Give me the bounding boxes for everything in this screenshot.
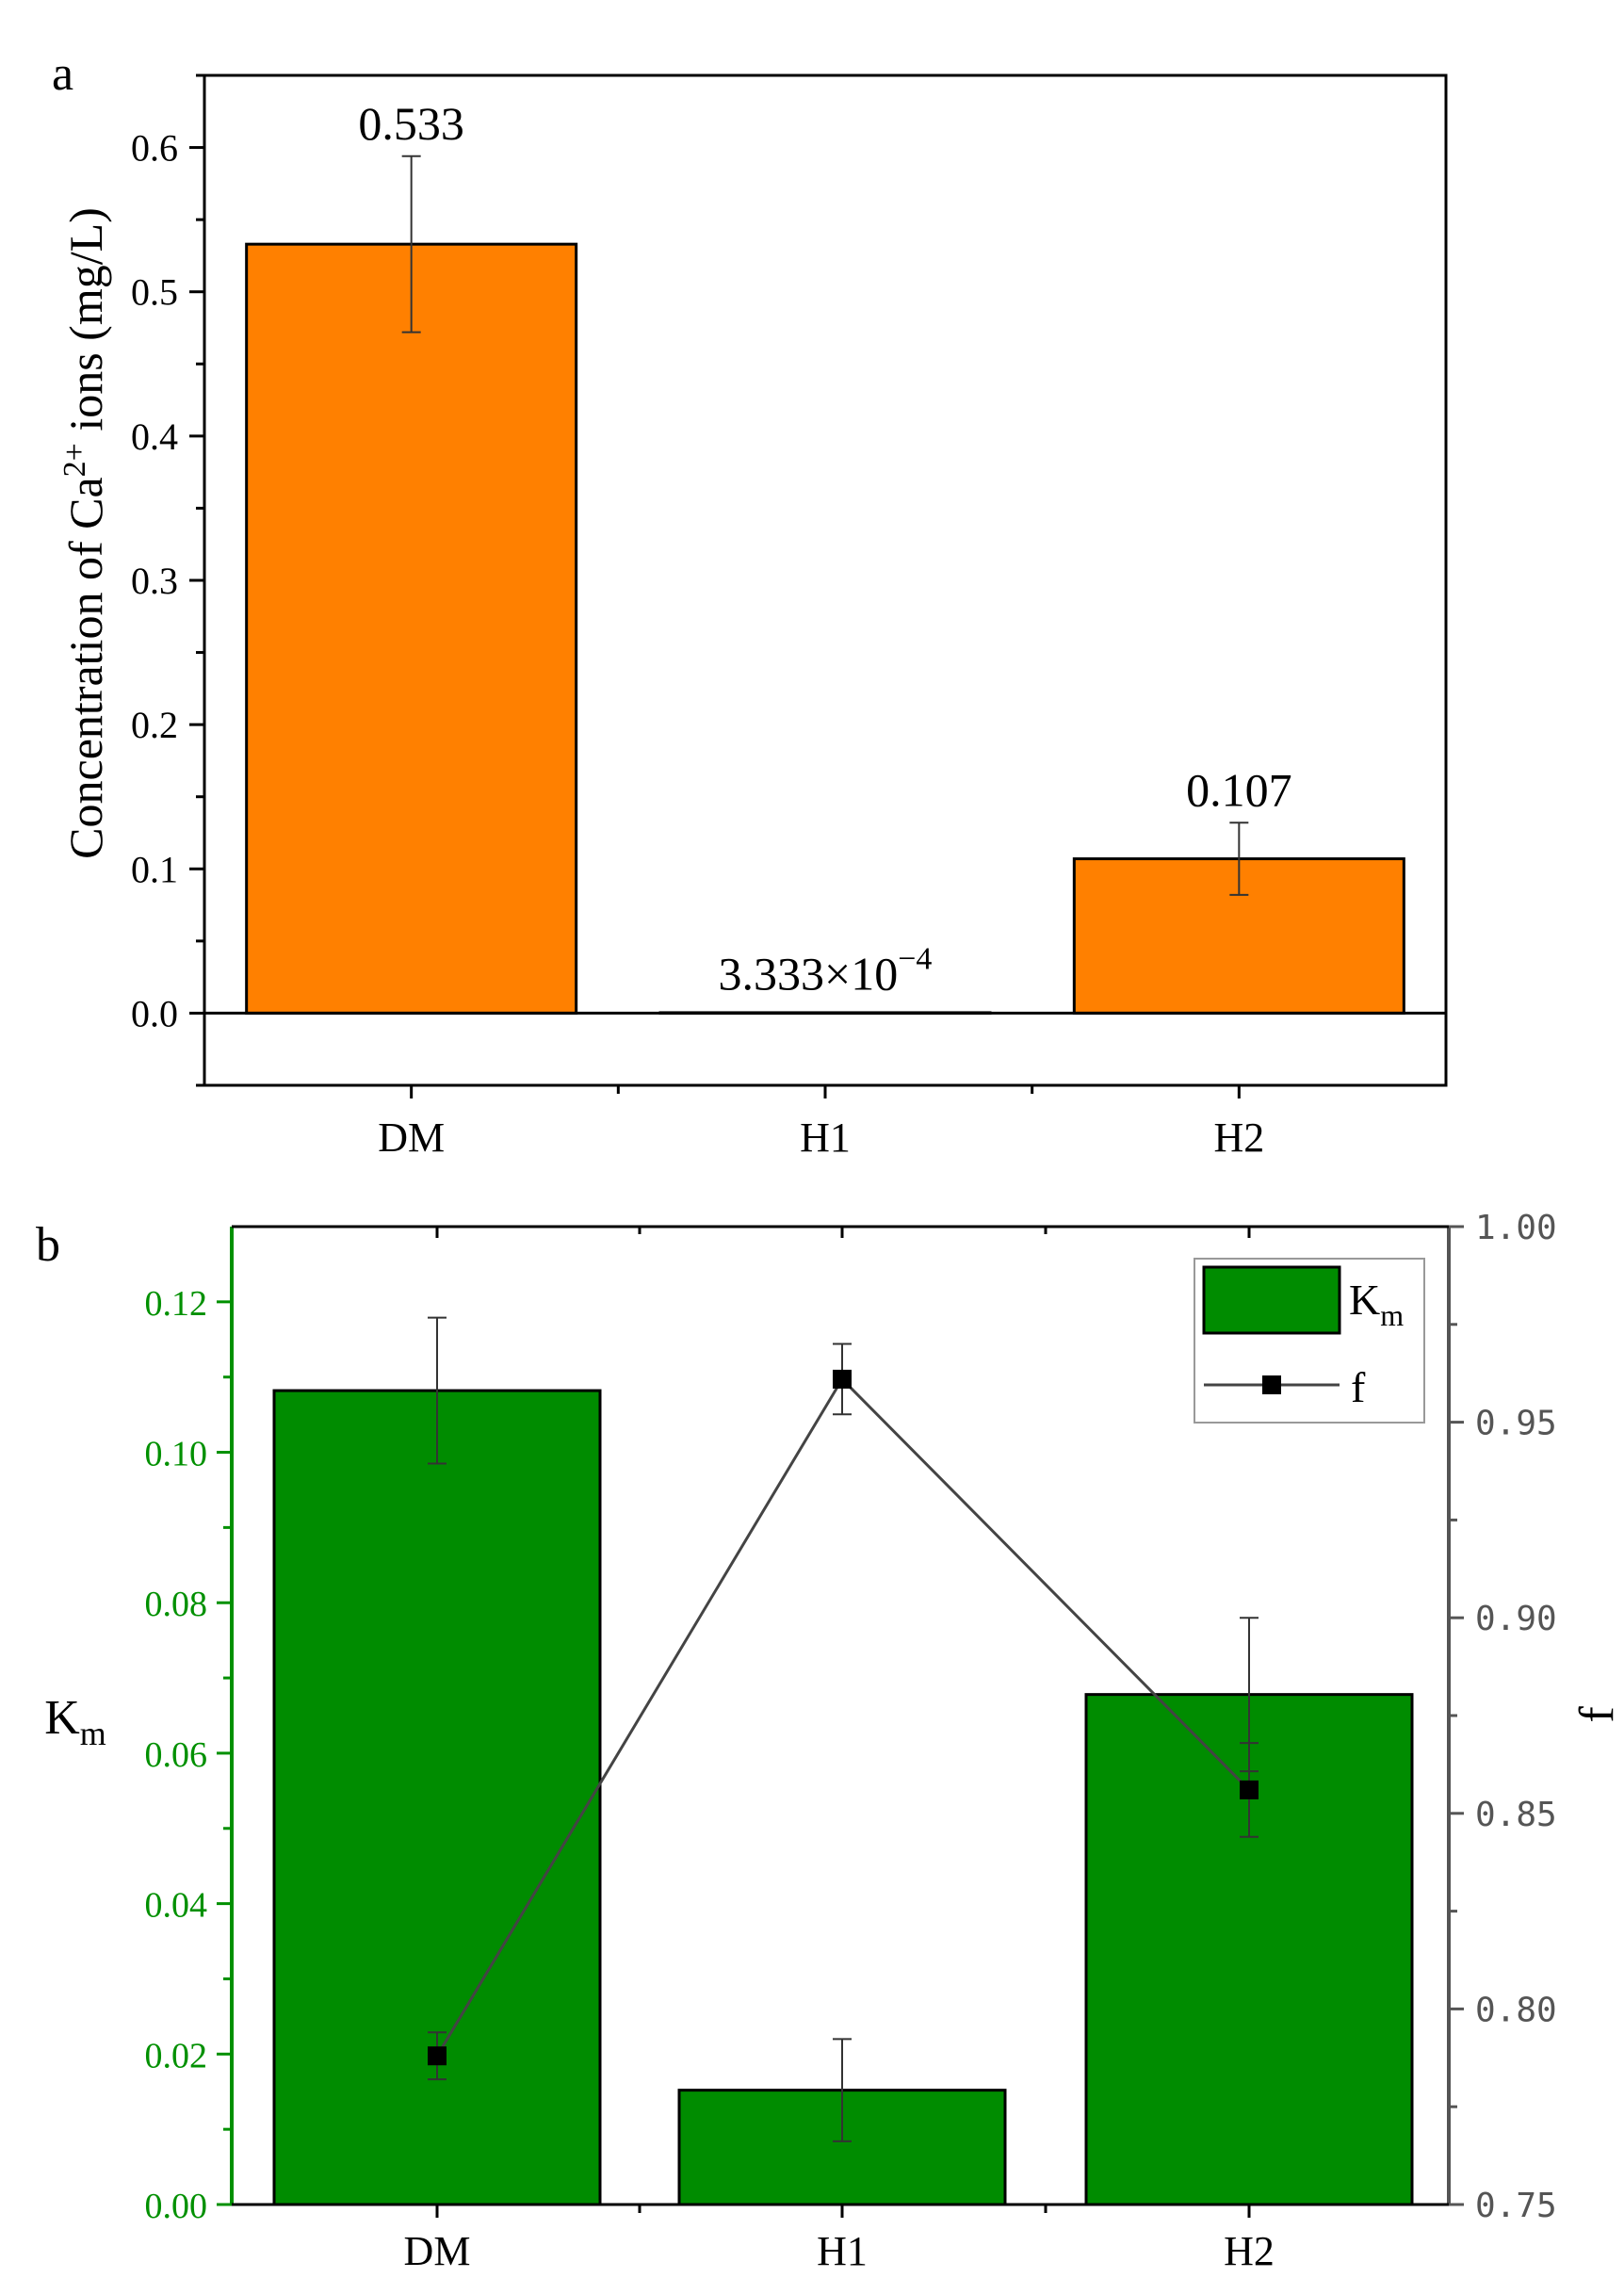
panel-b: b 0.000.020.040.060.080.100.12 0.750.800… — [36, 1209, 1624, 2274]
x-tick-label-H2: H2 — [1213, 1115, 1264, 1161]
legend-km-label: Km — [1349, 1276, 1404, 1332]
panel-b-right-axis-label: f — [1570, 1706, 1624, 1723]
x-tick-label-DM: DM — [378, 1115, 445, 1161]
y-tick-label: 0.2 — [131, 704, 178, 746]
left-tick-label: 0.06 — [145, 1735, 208, 1775]
y-tick-label: 0.5 — [131, 271, 178, 314]
legend-f-marker — [1262, 1375, 1281, 1394]
panel-a-y-ticks: 0.0 0.1 0.2 0.3 0.4 0.5 0.6 — [131, 73, 204, 1087]
right-tick-label: 0.95 — [1475, 1405, 1557, 1443]
panel-b-right-ticks: 0.75 0.80 0.85 0.90 0.95 1.00 — [1449, 1209, 1557, 2225]
legend-km-swatch — [1202, 1265, 1341, 1335]
panel-b-left-axis-label: Km — [44, 1691, 106, 1752]
legend-f-label: f — [1351, 1363, 1366, 1411]
f-marker-H2 — [1240, 1780, 1259, 1799]
left-tick-label: 0.02 — [145, 2036, 208, 2075]
km-bar-DM — [272, 1389, 602, 2206]
data-label-H2: 0.107 — [1186, 763, 1292, 816]
bar-H2 — [1072, 857, 1405, 1015]
y-tick-label: 0.1 — [131, 848, 178, 890]
panel-a: a 0.0 0.1 0.2 0.3 0.4 0.5 0.6 DM H1 H2 0.533 3.33… — [52, 47, 1448, 1161]
left-tick-label: 0.08 — [145, 1585, 208, 1624]
x-tick-label-H2: H2 — [1224, 2228, 1275, 2274]
panel-b-left-ticks: 0.00 0.02 0.04 0.06 0.08 0.10 0.12 — [145, 1284, 232, 2226]
x-tick-label-H1: H1 — [817, 2228, 868, 2274]
x-tick-label-H1: H1 — [800, 1115, 851, 1161]
panel-a-x-ticks: DM H1 H2 — [378, 1085, 1264, 1161]
y-tick-label: 0.6 — [131, 127, 178, 170]
left-tick-label: 0.00 — [145, 2187, 208, 2226]
left-tick-label: 0.12 — [145, 1284, 208, 1324]
panel-a-data-labels: 0.533 3.333×10−4 0.107 — [358, 97, 1291, 1001]
data-label-H1: 3.333×10−4 — [719, 941, 933, 1000]
left-tick-label: 0.10 — [145, 1435, 208, 1474]
bar-DM — [245, 242, 578, 1015]
data-label-DM: 0.533 — [358, 97, 464, 150]
right-tick-label: 0.80 — [1475, 1991, 1557, 2029]
right-tick-label: 0.90 — [1475, 1600, 1557, 1638]
x-tick-label-DM: DM — [404, 2228, 471, 2274]
right-tick-label: 0.75 — [1475, 2187, 1557, 2225]
panel-b-label: b — [36, 1218, 60, 1272]
f-marker-DM — [428, 2046, 447, 2066]
left-tick-label: 0.04 — [145, 1886, 208, 1926]
panel-b-f-markers — [428, 1369, 1259, 2066]
y-tick-label: 0.4 — [131, 415, 178, 458]
right-tick-label: 0.85 — [1475, 1796, 1557, 1834]
panel-b-legend: Km f — [1194, 1258, 1425, 1424]
panel-a-label: a — [52, 47, 73, 101]
panel-a-bars — [245, 242, 1405, 1015]
y-tick-label: 0.0 — [131, 992, 178, 1034]
panel-a-y-axis-label: Concentration of Ca2+ ions (mg/L) — [57, 207, 112, 859]
panel-b-x-ticks: DM H1 H2 — [404, 1227, 1275, 2274]
panel-a-error-bars — [401, 155, 1249, 896]
f-marker-H1 — [833, 1369, 852, 1389]
right-tick-label: 1.00 — [1475, 1209, 1557, 1247]
y-tick-label: 0.3 — [131, 560, 178, 602]
